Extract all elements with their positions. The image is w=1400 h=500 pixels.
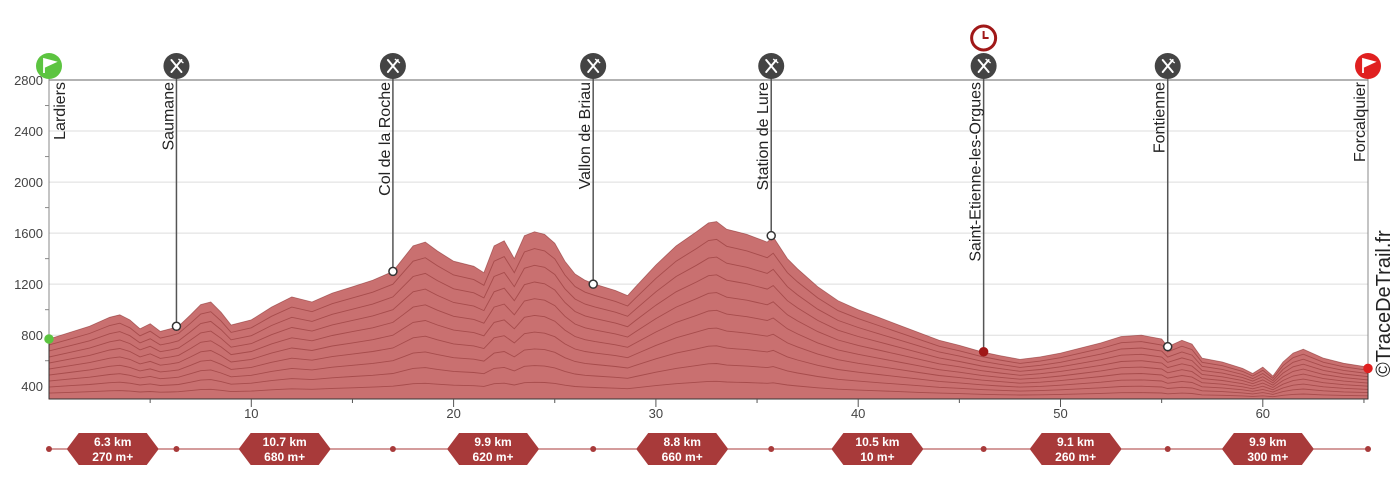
x-tick-label: 50 [1053, 406, 1067, 421]
fork-knife-glyph [765, 59, 778, 73]
segment-gain: 660 m+ [662, 450, 703, 464]
segment-badge [447, 433, 540, 465]
finish-flag-icon [1355, 53, 1381, 79]
fork-knife-icon [163, 53, 190, 79]
segment-gain: 680 m+ [264, 450, 305, 464]
waypoint-label: Lardiers [52, 82, 69, 140]
y-tick-label: 2000 [14, 175, 43, 190]
waypoint-label: Col de la Roche [377, 82, 394, 196]
elevation-contour-band [48, 345, 1369, 400]
segment-gain: 10 m+ [860, 450, 894, 464]
waypoint-label: Forcalquier [1352, 81, 1369, 162]
segment-distance: 9.1 km [1057, 435, 1094, 449]
segment-distance: 9.9 km [474, 435, 511, 449]
fork-tines [772, 58, 779, 64]
segment-distance: 10.7 km [263, 435, 307, 449]
elevation-profile-area [48, 221, 1369, 400]
segment-badge [1029, 433, 1122, 465]
segment-badge [66, 433, 159, 465]
flag-glyph [43, 57, 58, 73]
x-tick-label: 10 [244, 406, 258, 421]
y-tick-label: 1200 [14, 277, 43, 292]
segment-node [768, 446, 775, 452]
fork-tines [1169, 58, 1176, 64]
flag-glyph [1362, 57, 1377, 73]
waypoint-label: Vallon de Briau [577, 82, 594, 189]
elevation-contour-band [48, 380, 1369, 400]
elevation-contour-band [48, 256, 1369, 400]
waypoint-marker [388, 266, 398, 277]
waypoints: Lardiers Saumane Col de la Roche Vallon de … [36, 24, 1381, 374]
waypoint-marker [766, 230, 776, 241]
segment-node [173, 446, 180, 452]
waypoint-marker [1363, 363, 1373, 374]
fork-tines [394, 58, 401, 64]
clock-icon [970, 24, 998, 52]
icon-background [1355, 53, 1381, 79]
fork-knife-glyph [1161, 59, 1174, 73]
segment-node [590, 446, 597, 452]
clock-hands [982, 31, 989, 39]
segment-node [1365, 446, 1371, 452]
fork-tines [594, 58, 601, 64]
segment-gain: 620 m+ [473, 450, 514, 464]
fork-tines [985, 58, 992, 64]
x-tick-label: 60 [1256, 406, 1270, 421]
elevation-contour-band [48, 327, 1369, 400]
fork-tines [178, 58, 184, 64]
waypoint-marker [588, 279, 598, 289]
segment-distance: 8.8 km [664, 435, 701, 449]
y-tick-label: 2800 [14, 73, 43, 88]
elevation-contour-band [48, 363, 1369, 400]
x-tick-label: 20 [446, 406, 460, 421]
segment-badge [831, 433, 924, 465]
y-tick-label: 800 [21, 328, 43, 343]
segment-gain: 300 m+ [1247, 450, 1288, 464]
icon-background [36, 53, 62, 79]
segment-distance: 10.5 km [855, 435, 899, 449]
elevation-contour-band [48, 309, 1369, 400]
y-tick-label: 400 [21, 379, 43, 394]
elevation-area [48, 221, 1369, 400]
segment-node [389, 446, 396, 452]
segment-distance: 9.9 km [1249, 435, 1286, 449]
waypoint-label: Saumane [160, 82, 177, 151]
waypoint-label: Station de Lure [755, 82, 772, 191]
elevation-contour-band [48, 238, 1369, 400]
fork-knife-icon [1154, 53, 1181, 79]
fork-knife-glyph [587, 59, 600, 73]
credit-text: ©TraceDeTrail.fr [1373, 230, 1395, 377]
segment-gain: 270 m+ [92, 450, 133, 464]
waypoint-marker [171, 321, 182, 332]
fork-knife-glyph [170, 59, 183, 73]
fork-knife-glyph [977, 59, 990, 73]
segment-badge [238, 433, 331, 465]
waypoint-marker [1162, 341, 1173, 352]
y-tick-label: 2400 [14, 124, 43, 139]
waypoint-label: Saint-Etienne-les-Orgues [968, 82, 985, 262]
x-tick-label: 40 [851, 406, 865, 421]
segment-gain: 260 m+ [1055, 450, 1096, 464]
segment-node [980, 446, 987, 452]
segment-node [1164, 446, 1171, 452]
segment-distance: 6.3 km [94, 435, 131, 449]
elevation-contour-band [48, 292, 1369, 400]
waypoint-marker [44, 334, 54, 344]
start-flag-icon [36, 53, 62, 79]
waypoint-marker [978, 347, 989, 357]
segment-badge [636, 433, 729, 465]
y-tick-label: 1600 [14, 226, 43, 241]
fork-knife-icon [580, 53, 607, 79]
fork-knife-icon [379, 53, 406, 79]
segment-node [46, 446, 52, 452]
elevation-contour-band [48, 274, 1369, 400]
fork-knife-icon [970, 53, 997, 79]
fork-knife-glyph [386, 59, 399, 73]
x-tick-label: 30 [649, 406, 663, 421]
segment-badge [1221, 433, 1314, 465]
waypoint-label: Fontienne [1152, 82, 1169, 153]
fork-knife-icon [758, 53, 785, 79]
